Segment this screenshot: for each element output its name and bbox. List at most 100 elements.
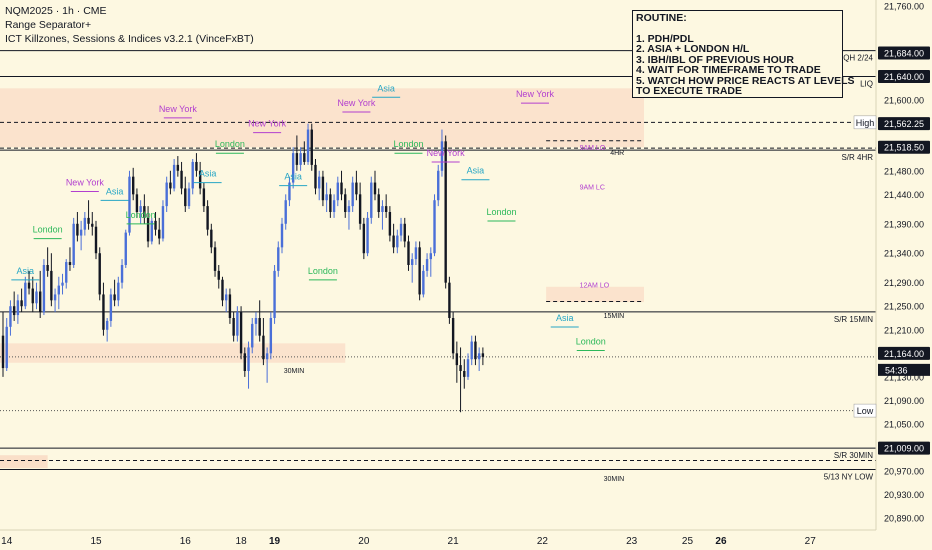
candle-body-64 — [239, 312, 243, 354]
session-label-11: New York — [337, 98, 376, 108]
candle-body-62 — [232, 318, 235, 336]
candle-body-12 — [46, 265, 49, 271]
time-tick-8: 23 — [626, 536, 638, 547]
candle-body-126 — [470, 341, 473, 360]
price-tick-6: 21,480.00 — [884, 166, 924, 176]
price-tag-1: 21,684.00 — [884, 49, 924, 59]
level-tag-4: S/R 4HR — [841, 153, 873, 162]
candle-body-56 — [210, 229, 213, 248]
session-label-2: New York — [66, 178, 105, 188]
price-tag-bg-2 — [878, 70, 930, 84]
candle-body-129 — [481, 353, 485, 357]
session-label-6: Asia — [199, 169, 217, 179]
session-label-3: Asia — [106, 186, 124, 196]
candle-body-7 — [27, 282, 31, 289]
candle-body-6 — [24, 282, 27, 307]
level-tag-5: S/R 15MIN — [834, 315, 873, 324]
routine-title: ROUTINE: — [636, 12, 687, 24]
time-tick-9: 25 — [682, 536, 694, 547]
candle-body-14 — [53, 294, 57, 301]
price-tag-17: 21,009.00 — [884, 444, 924, 454]
indicator-ict-killzones[interactable]: ICT Killzones, Sessions & Indices v3.2.1… — [5, 33, 254, 45]
level-tag-1: LIQ — [860, 80, 873, 89]
candle-body-110 — [411, 259, 414, 265]
candle-body-107 — [399, 223, 403, 236]
pill-label-0: High — [856, 118, 875, 128]
candle-body-114 — [425, 259, 429, 271]
countdown-label: 54:36 — [885, 365, 908, 375]
candle-body-73 — [273, 270, 276, 318]
time-tick-2: 16 — [180, 536, 192, 547]
candle-body-66 — [247, 347, 250, 371]
candle-body-74 — [277, 247, 280, 271]
candle-body-48 — [180, 170, 183, 189]
candle-body-75 — [280, 223, 284, 248]
candle-body-76 — [284, 200, 287, 224]
price-tag-5: 21,518.50 — [884, 143, 924, 153]
candle-body-94 — [351, 182, 354, 207]
candle-body-115 — [429, 253, 432, 260]
candle-body-50 — [187, 188, 191, 207]
candle-body-44 — [165, 182, 168, 207]
candle-body-45 — [169, 182, 172, 189]
candle-body-127 — [474, 341, 477, 360]
routine-item-6: TO EXECUTE TRADE — [636, 85, 742, 97]
price-tick-9: 21,340.00 — [884, 249, 924, 259]
pill-label-1: Low — [857, 406, 874, 416]
session-label-15: Asia — [467, 166, 485, 176]
candle-body-77 — [288, 182, 291, 201]
candle-body-24 — [91, 223, 94, 227]
candle-body-40 — [150, 220, 153, 242]
candle-body-102 — [381, 206, 384, 212]
price-tag-bg-4 — [878, 117, 930, 131]
candle-body-47 — [176, 164, 180, 171]
price-tag-bg-13 — [878, 346, 930, 360]
symbol-line[interactable]: NQM2025 · 1h · CME — [5, 5, 107, 17]
candle-body-79 — [295, 153, 299, 165]
candle-body-58 — [217, 270, 220, 280]
candle-body-123 — [459, 365, 462, 371]
zone-label-4: 15MIN — [604, 313, 625, 320]
candle-body-63 — [236, 312, 239, 336]
countdown-bg — [878, 363, 930, 376]
candle-body-121 — [451, 318, 455, 354]
session-label-13: London — [393, 139, 423, 149]
candle-body-51 — [191, 161, 194, 189]
pill-bg-1 — [853, 403, 877, 418]
candle-body-53 — [198, 170, 202, 189]
routine-item-4: 4. WAIT FOR TIMEFRAME TO TRADE — [636, 64, 821, 76]
candle-body-17 — [65, 262, 68, 283]
time-tick-11: 27 — [805, 536, 817, 547]
candle-body-57 — [213, 247, 217, 271]
candle-body-116 — [433, 200, 436, 254]
price-tick-19: 20,930.00 — [884, 490, 924, 500]
candle-body-117 — [437, 170, 440, 201]
candle-body-67 — [251, 323, 254, 348]
candle-body-46 — [172, 164, 176, 189]
zone-label-5: 30MIN — [284, 368, 305, 375]
candle-body-113 — [422, 270, 425, 295]
candle-body-49 — [184, 188, 187, 207]
candle-body-27 — [102, 294, 105, 330]
pill-bg-0 — [853, 115, 877, 130]
session-label-18: Asia — [556, 313, 574, 323]
candle-body-2 — [9, 306, 12, 327]
candle-body-26 — [98, 253, 101, 295]
premium-zone — [0, 88, 644, 148]
candle-body-90 — [336, 182, 339, 201]
time-tick-0: 14 — [1, 536, 13, 547]
candle-body-111 — [414, 247, 418, 260]
routine-note[interactable]: ROUTINE: 1. PDH/PDL 2. ASIA + LONDON H/L… — [632, 10, 855, 98]
candle-body-35 — [132, 176, 135, 195]
zone-label-3: 4HR — [610, 150, 624, 157]
candle-body-1 — [5, 326, 8, 369]
candle-body-87 — [325, 194, 328, 201]
candle-body-86 — [321, 176, 325, 201]
time-tick-1: 15 — [90, 536, 102, 547]
price-tick-16: 21,050.00 — [884, 420, 924, 430]
candle-body-93 — [347, 206, 351, 212]
indicator-range-separator[interactable]: Range Separator+ — [5, 19, 92, 31]
zone-label-1: 9AM LC — [580, 185, 605, 192]
